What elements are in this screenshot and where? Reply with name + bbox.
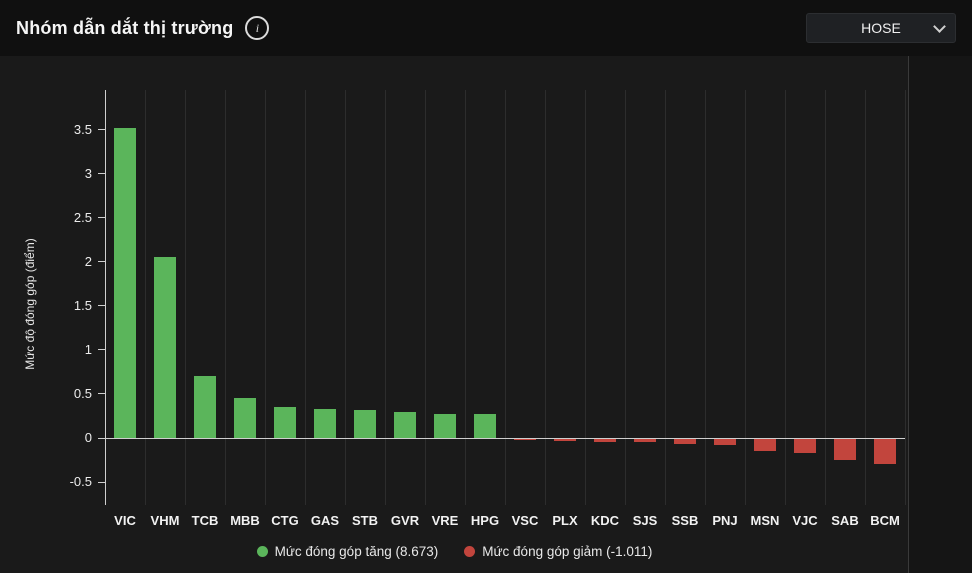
x-label-msn: MSN — [750, 513, 780, 528]
x-label-hpg: HPG — [470, 513, 500, 528]
bar-ctg[interactable] — [274, 407, 296, 439]
gridline-vertical — [344, 90, 346, 505]
y-axis-tick — [98, 217, 105, 219]
bar-kdc[interactable] — [594, 438, 616, 442]
x-label-sab: SAB — [831, 513, 859, 528]
y-axis-tick — [98, 437, 105, 439]
x-label-mbb: MBB — [230, 513, 260, 528]
chart-panel: Mức độ đóng góp (điểm) 3.5 3 2.5 2 1.5 1 0.5 0 -… — [0, 56, 972, 573]
bar-vhm[interactable] — [154, 256, 176, 439]
x-label-tcb: TCB — [191, 513, 219, 528]
x-label-vjc: VJC — [792, 513, 818, 528]
legend-label-decrease: Mức đóng góp giảm (-1.011) — [482, 543, 653, 559]
bar-vic[interactable] — [114, 127, 136, 439]
x-label-vhm: VHM — [150, 513, 180, 528]
x-label-kdc: KDC — [590, 513, 620, 528]
bar-sjs[interactable] — [634, 438, 656, 443]
y-axis-tick — [98, 481, 105, 483]
plot-area: 3.5 3 2.5 2 1.5 1 0.5 0 -0.5 — [70, 90, 906, 505]
exchange-select-value: HOSE — [861, 20, 901, 36]
bar-hpg[interactable] — [474, 414, 496, 439]
y-axis-tick-label: 1 — [84, 341, 92, 357]
legend-dot-decrease — [464, 545, 476, 557]
x-label-sjs: SJS — [632, 513, 658, 528]
x-label-vre: VRE — [431, 513, 459, 528]
bar-pnj[interactable] — [714, 438, 736, 446]
x-axis-labels: VIC VHM TCB MBB CTG GAS STB GVR VRE HPG VSC PLX KDC S… — [105, 513, 905, 528]
gridline-vertical — [584, 90, 586, 505]
x-label-ctg: CTG — [271, 513, 299, 528]
bar-vjc[interactable] — [794, 438, 816, 453]
y-axis-tick — [98, 129, 105, 131]
x-label-ssb: SSB — [671, 513, 699, 528]
info-icon[interactable]: i — [245, 16, 270, 40]
y-axis-tick-label: 3.5 — [73, 121, 92, 137]
gridline-vertical — [864, 90, 866, 505]
gridline-vertical — [824, 90, 826, 505]
x-label-gas: GAS — [310, 513, 340, 528]
bar-plx[interactable] — [554, 438, 576, 441]
bar-ssb[interactable] — [674, 438, 696, 445]
gridline-vertical — [304, 90, 306, 505]
y-axis-tick-label: 3 — [84, 165, 92, 181]
bar-vre[interactable] — [434, 414, 456, 439]
y-axis-tick-label: 1.5 — [73, 297, 92, 313]
y-axis-tick-label: 0.5 — [73, 385, 92, 401]
legend-item-increase[interactable]: Mức đóng góp tăng (8.673) — [256, 543, 439, 559]
y-axis-tick-label: 2.5 — [73, 209, 92, 225]
x-label-vic: VIC — [114, 513, 136, 528]
bar-mbb[interactable] — [234, 398, 256, 439]
x-label-plx: PLX — [552, 513, 578, 528]
gridline-vertical — [424, 90, 426, 505]
gridline-vertical — [744, 90, 746, 505]
bar-bcm[interactable] — [874, 438, 896, 465]
exchange-select[interactable]: HOSE — [806, 13, 956, 43]
gridline-vertical — [664, 90, 666, 505]
legend-dot-increase — [256, 545, 268, 557]
legend-item-decrease[interactable]: Mức đóng góp giảm (-1.011) — [464, 544, 652, 559]
legend: Mức đóng góp tăng (8.673) Mức đóng góp gi… — [0, 540, 909, 562]
x-label-stb: STB — [352, 513, 378, 528]
y-axis-title: Mức độ đóng góp (điểm) — [23, 238, 37, 370]
gridline-vertical — [184, 90, 186, 505]
bar-gvr[interactable] — [394, 412, 416, 439]
x-label-bcm: BCM — [870, 513, 900, 528]
y-axis-line — [105, 90, 106, 505]
x-label-gvr: GVR — [390, 513, 420, 528]
gridline-vertical — [544, 90, 546, 505]
y-axis-tick-label: 2 — [84, 253, 92, 269]
gridline-vertical — [384, 90, 386, 505]
x-label-vsc: VSC — [511, 513, 539, 528]
bar-vsc[interactable] — [514, 438, 536, 441]
y-axis-tick — [98, 173, 105, 175]
chevron-down-icon — [933, 20, 946, 33]
y-axis-tick-label: -0.5 — [69, 474, 92, 490]
bar-sab[interactable] — [834, 438, 856, 461]
y-axis-tick-label: 0 — [84, 430, 92, 446]
gridline-vertical — [504, 90, 506, 505]
header: Nhóm dẫn dắt thị trường i HOSE — [0, 0, 972, 56]
bar-gas[interactable] — [314, 408, 336, 439]
gridline-vertical — [144, 90, 146, 505]
bar-tcb[interactable] — [194, 376, 216, 439]
zero-line — [105, 437, 905, 439]
gridline-vertical — [464, 90, 466, 505]
right-gutter — [908, 56, 972, 573]
gridline-vertical — [624, 90, 626, 505]
bar-stb[interactable] — [354, 409, 376, 439]
y-axis-tick — [98, 393, 105, 395]
bar-msn[interactable] — [754, 438, 776, 452]
y-axis-tick — [98, 349, 105, 351]
gridline-vertical — [264, 90, 266, 505]
gridline-vertical — [224, 90, 226, 505]
gridline-vertical — [904, 90, 906, 505]
gridline-vertical — [704, 90, 706, 505]
legend-label-increase: Mức đóng góp tăng (8.673) — [274, 543, 439, 559]
gridline-vertical — [784, 90, 786, 505]
x-label-pnj: PNJ — [712, 513, 738, 528]
page-title: Nhóm dẫn dắt thị trường — [16, 17, 234, 38]
y-axis-tick — [98, 305, 105, 307]
y-axis-tick — [98, 261, 105, 263]
